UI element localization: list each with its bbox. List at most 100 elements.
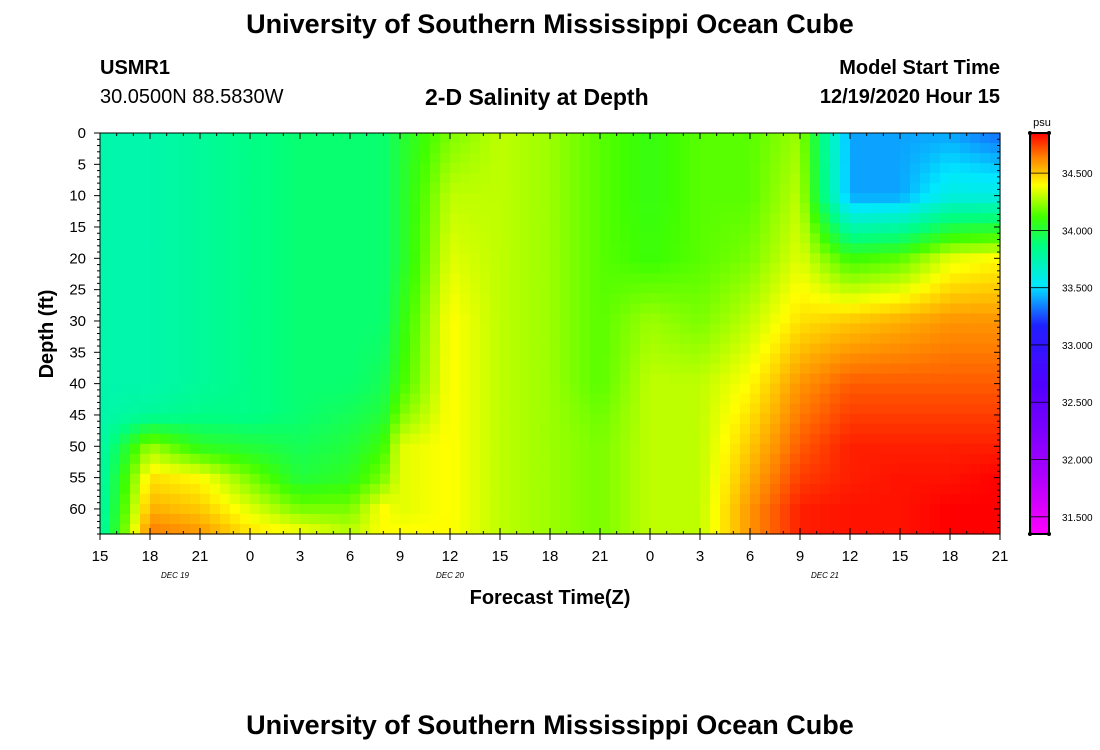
heatmap-cell xyxy=(710,283,721,295)
heatmap-cell xyxy=(340,473,351,485)
heatmap-cell xyxy=(480,483,491,495)
heatmap-cell xyxy=(710,373,721,385)
heatmap-cell xyxy=(650,303,661,315)
heatmap-cell xyxy=(770,453,781,465)
heatmap-cell xyxy=(110,493,121,505)
heatmap-cell xyxy=(670,453,681,465)
heatmap-cell xyxy=(690,463,701,475)
heatmap-cell xyxy=(410,513,421,525)
heatmap-cell xyxy=(150,163,161,174)
heatmap-cell xyxy=(950,273,961,284)
heatmap-cell xyxy=(590,173,601,184)
heatmap-cell xyxy=(680,483,691,495)
heatmap-cell xyxy=(100,263,111,274)
heatmap-cell xyxy=(420,223,431,234)
heatmap-cell xyxy=(730,383,741,395)
heatmap-cell xyxy=(460,393,471,405)
heatmap-cell xyxy=(890,503,901,515)
heatmap-cell xyxy=(280,443,291,455)
heatmap-cell xyxy=(540,163,551,174)
heatmap-cell xyxy=(920,213,931,224)
heatmap-cell xyxy=(140,283,151,295)
heatmap-cell xyxy=(690,183,701,194)
heatmap-cell xyxy=(930,493,941,505)
heatmap-cell xyxy=(470,213,481,224)
heatmap-cell xyxy=(570,383,581,395)
heatmap-cell xyxy=(480,373,491,385)
heatmap-cell xyxy=(200,433,211,445)
heatmap-cell xyxy=(750,183,761,194)
heatmap-cell xyxy=(940,193,951,204)
heatmap-cell xyxy=(360,513,371,525)
heatmap-cell xyxy=(380,333,391,345)
heatmap-cell xyxy=(940,313,951,325)
heatmap-cell xyxy=(580,363,591,375)
heatmap-cell xyxy=(370,383,381,395)
heatmap-cell xyxy=(360,263,371,274)
heatmap-cell xyxy=(180,203,191,214)
heatmap-cell xyxy=(290,453,301,465)
heatmap-cell xyxy=(290,393,301,405)
heatmap-cell xyxy=(640,453,651,465)
heatmap-cell xyxy=(980,223,991,234)
heatmap-cell xyxy=(610,233,621,244)
heatmap-cell xyxy=(750,163,761,174)
heatmap-cell xyxy=(500,483,511,495)
heatmap-cell xyxy=(100,433,111,445)
heatmap-cell xyxy=(780,293,791,305)
heatmap-cell xyxy=(400,213,411,224)
heatmap-cell xyxy=(250,333,261,345)
heatmap-cell xyxy=(630,173,641,184)
heatmap-cell xyxy=(430,273,441,284)
heatmap-cell xyxy=(850,493,861,505)
heatmap-cell xyxy=(750,203,761,214)
heatmap-cell xyxy=(410,183,421,194)
heatmap-cell xyxy=(140,313,151,325)
heatmap-cell xyxy=(840,413,851,425)
heatmap-cell xyxy=(380,193,391,204)
heatmap-cell xyxy=(170,233,181,244)
heatmap-cell xyxy=(630,413,641,425)
heatmap-cell xyxy=(700,163,711,174)
heatmap-cell xyxy=(910,423,921,435)
heatmap-cell xyxy=(630,293,641,305)
heatmap-cell xyxy=(750,243,761,254)
heatmap-cell xyxy=(390,193,401,204)
heatmap-cell xyxy=(350,173,361,184)
heatmap-cell xyxy=(230,503,241,515)
heatmap-cell xyxy=(610,503,621,515)
heatmap-cell xyxy=(790,263,801,274)
heatmap-cell xyxy=(850,403,861,415)
heatmap-cell xyxy=(290,513,301,525)
heatmap-cell xyxy=(510,383,521,395)
heatmap-cell xyxy=(980,213,991,224)
heatmap-cell xyxy=(990,383,1001,395)
heatmap-cell xyxy=(210,133,221,144)
heatmap-cell xyxy=(190,343,201,355)
heatmap-cell xyxy=(750,283,761,295)
heatmap-cell xyxy=(690,303,701,315)
heatmap-cell xyxy=(930,433,941,445)
heatmap-cell xyxy=(430,303,441,315)
heatmap-cell xyxy=(470,203,481,214)
heatmap-cell xyxy=(760,323,771,335)
heatmap-cell xyxy=(810,273,821,284)
heatmap-cell xyxy=(210,193,221,204)
heatmap-cell xyxy=(630,523,641,535)
heatmap-cell xyxy=(330,503,341,515)
heatmap-cell xyxy=(430,423,441,435)
heatmap-cell xyxy=(540,443,551,455)
heatmap-cell xyxy=(690,373,701,385)
heatmap-cell xyxy=(400,313,411,325)
heatmap-cell xyxy=(650,433,661,445)
colorbar-corner-dot xyxy=(1047,532,1051,536)
heatmap-cell xyxy=(820,523,831,535)
heatmap-cell xyxy=(360,273,371,284)
heatmap-cell xyxy=(760,423,771,435)
heatmap-cell xyxy=(380,323,391,335)
heatmap-cell xyxy=(280,513,291,525)
heatmap-cell xyxy=(360,323,371,335)
heatmap-cell xyxy=(580,353,591,365)
heatmap-cell xyxy=(930,523,941,535)
heatmap-cell xyxy=(680,273,691,284)
